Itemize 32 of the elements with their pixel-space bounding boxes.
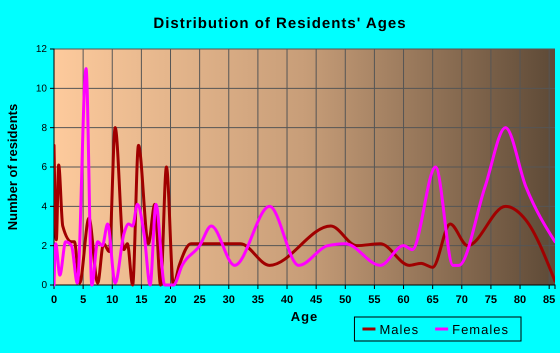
x-tick-label: 40 <box>280 294 294 306</box>
y-axis-title: Number of residents <box>5 104 20 230</box>
x-tick-label: 50 <box>339 294 352 306</box>
x-tick-label: 65 <box>426 294 439 306</box>
x-tick-label: 85 <box>543 294 556 306</box>
x-tick-label: 25 <box>194 294 206 306</box>
y-tick-label: 6 <box>41 162 48 174</box>
x-tick-label: 45 <box>310 294 322 306</box>
x-tick-label: 80 <box>514 294 526 306</box>
y-tick-label: 10 <box>36 84 48 95</box>
x-tick-label: 20 <box>164 294 177 306</box>
x-tick-label: 5 <box>80 294 86 306</box>
y-tick-label: 4 <box>41 202 48 213</box>
line-series <box>54 126 555 286</box>
chart-title: Distribution of Residents' Ages <box>153 15 407 32</box>
y-tick-label: 8 <box>41 122 48 134</box>
x-tick-label: 70 <box>456 294 468 306</box>
x-tick-label: 15 <box>135 294 148 306</box>
x-tick-label: 10 <box>106 294 118 306</box>
x-tick-label: 75 <box>484 294 498 306</box>
x-tick-label: 55 <box>368 294 381 306</box>
x-tick-label: 30 <box>222 294 235 306</box>
y-tick-label: 2 <box>41 240 48 252</box>
x-tick-label: 0 <box>50 294 58 306</box>
legend-label: Females <box>452 322 509 337</box>
y-tick-label: 0 <box>41 280 48 292</box>
legend-label: Males <box>379 322 420 337</box>
x-tick-label: 35 <box>252 294 264 306</box>
y-tick-label: 12 <box>36 44 48 56</box>
line-series <box>54 67 555 286</box>
x-axis-title: Age <box>290 309 318 324</box>
x-tick-label: 60 <box>397 294 410 306</box>
